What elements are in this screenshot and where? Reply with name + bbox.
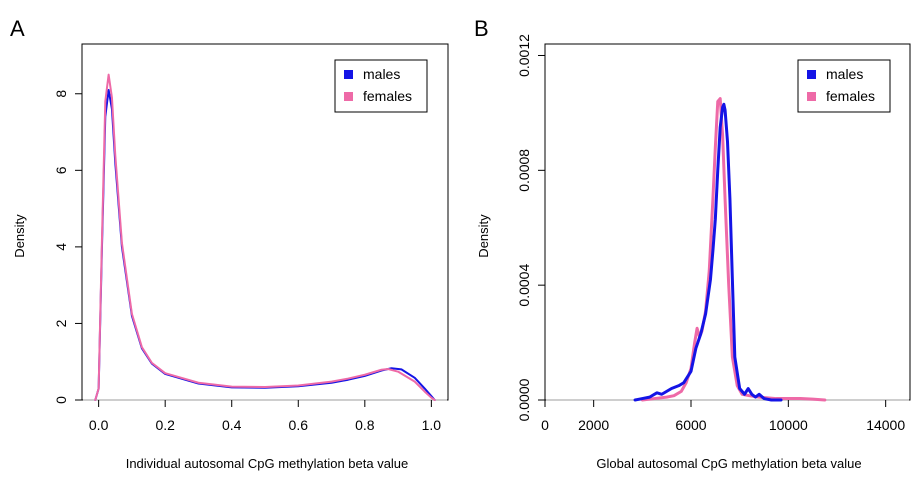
- panel-b: B 0 2000 6000 10000 140000.00000.00040.00080…: [474, 16, 911, 471]
- legend-label-males-b: males: [826, 66, 863, 82]
- legend-label-females-b: females: [826, 88, 875, 104]
- legend-a: males females: [334, 59, 428, 113]
- legend-label-females-a: females: [363, 88, 412, 104]
- x-tick-label-a: 0.0: [89, 417, 109, 433]
- x-tick-label-b: 10000: [769, 417, 808, 433]
- x-tick-label-b: 2000: [578, 417, 609, 433]
- x-tick-label-b: 14000: [866, 417, 905, 433]
- x-tick-label-a: 0.4: [222, 417, 242, 433]
- legend-swatch-males-b: [807, 70, 816, 79]
- y-tick-label-a: 0: [53, 396, 69, 404]
- panel-label-b: B: [474, 16, 489, 41]
- y-axis-label-a: Density: [12, 214, 27, 258]
- x-tick-label-a: 0.8: [355, 417, 375, 433]
- x-axis-label-b: Global autosomal CpG methylation beta va…: [596, 456, 861, 471]
- x-tick-label-a: 0.2: [155, 417, 175, 433]
- x-tick-label-b: 6000: [675, 417, 706, 433]
- panel-label-a: A: [10, 16, 25, 41]
- y-tick-label-b: 0.0008: [516, 149, 532, 192]
- y-tick-label-b: 0.0012: [516, 34, 532, 77]
- legend-box-b: [797, 59, 891, 113]
- legend-label-males-a: males: [363, 66, 400, 82]
- y-tick-label-a: 6: [53, 166, 69, 174]
- y-axis-label-b: Density: [476, 214, 491, 258]
- x-axis-label-a: Individual autosomal CpG methylation bet…: [126, 456, 409, 471]
- series-line-females-a: [94, 73, 436, 401]
- panel-a: A 0.0 0.2 0.4 0.6 0.8 1.0 0 2 4 6 8 Individual aut…: [10, 16, 449, 471]
- y-tick-label-b: 0.0004: [516, 264, 532, 307]
- legend-swatch-females-a: [344, 92, 353, 101]
- x-tick-label-b: 0: [541, 417, 549, 433]
- x-tick-label-a: 0.6: [289, 417, 309, 433]
- legend-swatch-females-b: [807, 92, 816, 101]
- y-tick-label-b: 0.0000: [516, 378, 532, 421]
- plot-area-b: 0 2000 6000 10000 14000 0.0000 0.0004 0.0008 0.0…: [516, 34, 911, 433]
- y-tick-label-a: 4: [53, 243, 69, 251]
- y-tick-label-a: 2: [53, 319, 69, 327]
- y-tick-label-a: 8: [53, 90, 69, 98]
- legend-b: males females: [797, 59, 891, 113]
- x-tick-label-a: 1.0: [422, 417, 442, 433]
- plot-area-a: 0.0 0.2 0.4 0.6 0.8 1.0 0 2 4 6 8: [53, 43, 449, 433]
- series-line-males-b: [633, 102, 783, 402]
- legend-box-a: [334, 59, 428, 113]
- legend-swatch-males-a: [344, 70, 353, 79]
